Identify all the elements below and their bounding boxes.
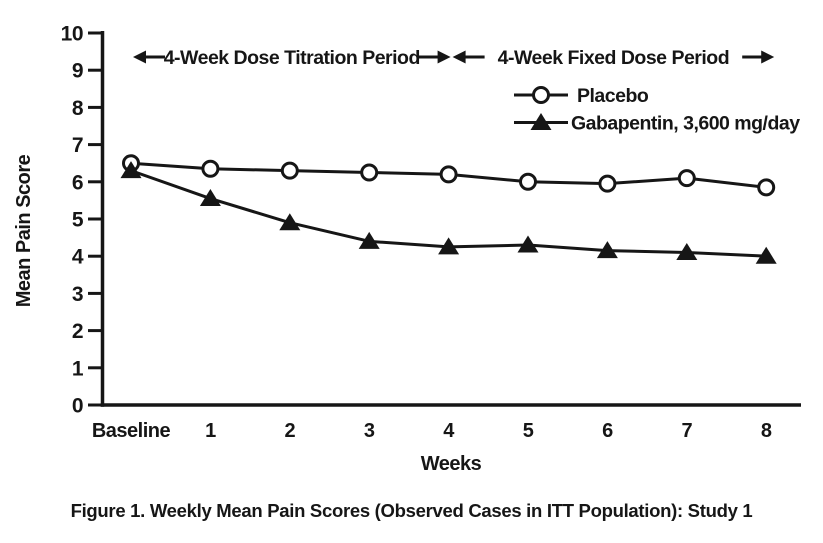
y-tick-label: 1 [72, 357, 84, 380]
y-tick-label: 7 [72, 134, 83, 157]
arrow-left-icon [133, 50, 146, 64]
axes: 0 1 2 3 4 5 6 7 8 9 10 Baseline 1 2 3 4 5 6 7 8 [61, 23, 801, 442]
figure-caption: Figure 1. Weekly Mean Pain Scores (Obser… [70, 500, 753, 521]
x-tick-label: 1 [205, 420, 216, 442]
x-tick-label: 7 [681, 420, 692, 442]
gabapentin-3-600-mg-day-markers [120, 161, 777, 264]
y-axis-title: Mean Pain Score [13, 154, 35, 307]
period-annotations: 4-Week Dose Titration Period 4-Week Fixed… [133, 47, 775, 69]
legend-open-circle-icon [532, 86, 550, 104]
y-tick-label: 9 [72, 60, 83, 83]
x-tick-label: 5 [523, 420, 534, 442]
x-tick-label: 4 [443, 420, 455, 442]
placebo-marker [519, 172, 537, 191]
annotation-label: 4-Week Fixed Dose Period [498, 47, 729, 69]
gabapentin-3-600-mg-day-marker [755, 246, 777, 264]
x-tick-label: Baseline [92, 420, 171, 442]
y-tick-label: 3 [72, 283, 83, 306]
gabapentin-3-600-mg-day-marker [517, 235, 539, 253]
annotation-label: 4-Week Dose Titration Period [164, 47, 420, 69]
gabapentin-3-600-mg-day-marker [596, 241, 618, 259]
gabapentin-3-600-mg-day-marker [120, 161, 142, 179]
gabapentin-3-600-mg-day-marker [358, 231, 380, 249]
placebo-marker [598, 174, 617, 193]
y-tick-label: 8 [72, 97, 84, 120]
placebo-markers [122, 154, 776, 197]
arrow-left-icon [452, 50, 466, 64]
placebo-marker [201, 159, 220, 178]
placebo-marker [280, 161, 299, 180]
arrow-right-icon [437, 50, 451, 64]
placebo-marker [360, 163, 379, 182]
x-tick-label: 8 [761, 420, 772, 442]
placebo-marker [757, 178, 776, 197]
x-tick-label: 6 [602, 420, 613, 442]
y-tick-label: 5 [72, 209, 84, 232]
gabapentin-3-600-mg-day-marker [438, 237, 460, 255]
x-tick-label: 2 [284, 420, 295, 442]
legend-label-gabapentin-3-600-mg-day: Gabapentin, 3,600 mg/day [571, 113, 800, 135]
y-tick-label: 10 [61, 23, 83, 46]
legend: Placebo Gabapentin, 3,600 mg/day [514, 85, 801, 135]
gabapentin-3-600-mg-day-marker [279, 213, 301, 231]
legend-label-placebo: Placebo [577, 85, 649, 107]
legend-filled-triangle-icon [530, 113, 552, 130]
gabapentin-3-600-mg-day-marker [199, 189, 221, 207]
y-tick-label: 2 [72, 320, 83, 343]
x-axis-title: Weeks [421, 453, 482, 475]
placebo-marker [439, 165, 458, 184]
series [120, 154, 777, 264]
y-tick-label: 6 [72, 171, 83, 194]
x-tick-label: 3 [364, 420, 375, 442]
y-tick-label: 0 [72, 395, 83, 418]
y-tick-label: 4 [72, 246, 84, 269]
gabapentin-3-600-mg-day-marker [676, 242, 698, 260]
placebo-marker [677, 169, 696, 188]
arrow-right-icon [761, 50, 775, 64]
